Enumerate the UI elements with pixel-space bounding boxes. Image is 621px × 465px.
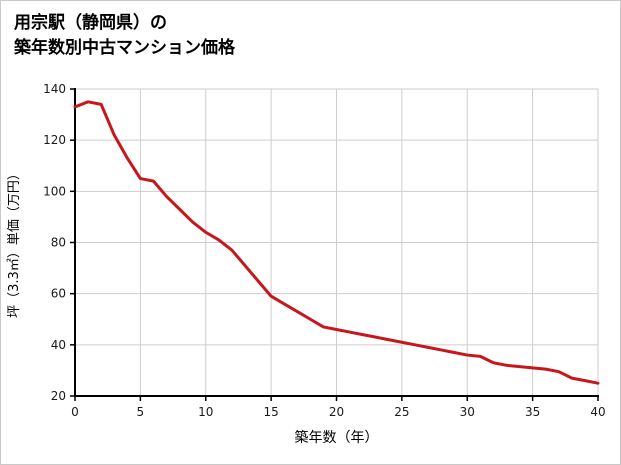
y-axis-label: 坪（3.3㎡）単価（万円） — [6, 167, 22, 318]
chart-title-line-1: 用宗駅（静岡県）の — [14, 13, 167, 33]
x-tick-label: 35 — [525, 405, 540, 419]
y-tick-label: 80 — [51, 236, 66, 250]
x-tick-label: 5 — [137, 405, 145, 419]
x-tick-label: 10 — [198, 405, 213, 419]
chart-title-line-2: 築年数別中古マンション価格 — [14, 37, 235, 58]
x-tick-label: 30 — [460, 405, 475, 419]
x-tick-label: 15 — [263, 405, 278, 419]
y-tick-label: 100 — [43, 184, 66, 198]
price-line-series — [73, 100, 600, 385]
x-tick-label: 0 — [71, 405, 79, 419]
y-tick-label: 60 — [51, 287, 66, 301]
y-tick-label: 40 — [51, 338, 66, 352]
x-tick-label: 40 — [590, 405, 605, 419]
y-tick-label: 20 — [51, 389, 66, 403]
chart-title: 用宗駅（静岡県）の 築年数別中古マンション価格 — [14, 11, 235, 60]
x-tick-label: 20 — [329, 405, 344, 419]
x-axis-label: 築年数（年） — [295, 430, 379, 446]
line-chart: 20 40 60 80 100 120 140 0 5 10 15 20 25 30 35 40 築年数（年） 坪… — [6, 82, 606, 446]
y-tick-label: 120 — [43, 133, 66, 147]
y-tick-label: 140 — [43, 82, 66, 96]
line-chart-area: 20 40 60 80 100 120 140 0 5 10 15 20 25 30 35 40 築年数（年） 坪… — [1, 73, 620, 464]
x-tick-label: 25 — [394, 405, 409, 419]
